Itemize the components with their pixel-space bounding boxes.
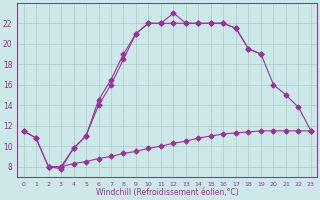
X-axis label: Windchill (Refroidissement éolien,°C): Windchill (Refroidissement éolien,°C) — [96, 188, 239, 197]
